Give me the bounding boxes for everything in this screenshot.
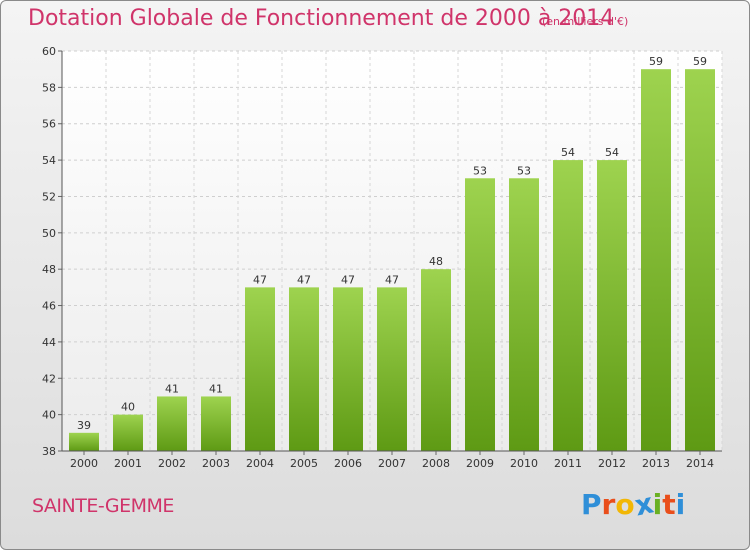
x-tick-label-2004: 2004 — [246, 457, 274, 470]
x-tick-label-2002: 2002 — [158, 457, 186, 470]
y-tick-label: 46 — [42, 300, 56, 313]
x-tick-label-2014: 2014 — [686, 457, 714, 470]
data-label-2005: 47 — [297, 273, 311, 286]
x-tick-label-2009: 2009 — [466, 457, 494, 470]
x-tick-label-2001: 2001 — [114, 457, 142, 470]
bar-2013[interactable] — [641, 69, 671, 451]
logo-letter: r — [601, 488, 616, 521]
logo-letter: t — [662, 488, 676, 521]
data-label-2006: 47 — [341, 273, 355, 286]
y-tick-label: 50 — [42, 227, 56, 240]
logo-letter: P — [581, 488, 602, 521]
y-tick-label: 44 — [42, 336, 56, 349]
logo-letter: i — [675, 488, 686, 521]
chart-subtitle: (en milliers d'€) — [542, 15, 629, 28]
bar-2014[interactable] — [685, 69, 715, 451]
chart-title: Dotation Globale de Fonctionnement de 20… — [28, 6, 615, 31]
x-tick-label-2010: 2010 — [510, 457, 538, 470]
data-label-2004: 47 — [253, 273, 267, 286]
logo-letter: o — [615, 488, 635, 521]
x-tick-label-2003: 2003 — [202, 457, 230, 470]
data-label-2000: 39 — [77, 419, 91, 432]
data-label-2013: 59 — [649, 55, 663, 68]
x-tick-label-2005: 2005 — [290, 457, 318, 470]
x-tick-label-2006: 2006 — [334, 457, 362, 470]
data-label-2007: 47 — [385, 273, 399, 286]
y-tick-label: 54 — [42, 154, 56, 167]
data-label-2003: 41 — [209, 382, 223, 395]
bar-2001[interactable] — [113, 414, 143, 451]
y-tick-label: 60 — [42, 45, 56, 58]
data-label-2011: 54 — [561, 146, 575, 159]
bar-2003[interactable] — [201, 396, 231, 451]
bar-2005[interactable] — [289, 287, 319, 451]
data-label-2001: 40 — [121, 401, 135, 414]
data-label-2014: 59 — [693, 55, 707, 68]
y-tick-label: 52 — [42, 190, 56, 203]
y-tick-label: 38 — [42, 445, 56, 458]
bar-2010[interactable] — [509, 178, 539, 452]
value-labels: 39 40 41 41 47 47 47 47 48 53 53 54 54 59 59 — [77, 55, 707, 432]
x-tick-label-2007: 2007 — [378, 457, 406, 470]
commune-name: SAINTE-GEMME — [32, 495, 174, 517]
data-label-2009: 53 — [473, 164, 487, 177]
x-tick-label-2013: 2013 — [642, 457, 670, 470]
y-tick-label: 48 — [42, 263, 56, 276]
data-label-2002: 41 — [165, 382, 179, 395]
y-tick-label: 56 — [42, 118, 56, 131]
x-axis: 2000 2001 2002 2003 2004 2005 2006 2007 2008 2009… — [62, 450, 722, 470]
bars — [69, 69, 715, 452]
y-axis: 38 40 42 44 46 48 50 52 54 56 58 60 — [42, 45, 63, 458]
data-label-2008: 48 — [429, 255, 443, 268]
logo-letter: i — [652, 488, 663, 521]
x-tick-label-2011: 2011 — [554, 457, 582, 470]
bar-2008[interactable] — [421, 269, 451, 451]
x-tick-label-2000: 2000 — [70, 457, 98, 470]
bar-2000[interactable] — [69, 432, 99, 451]
bar-2006[interactable] — [333, 287, 363, 451]
bar-2004[interactable] — [245, 287, 275, 451]
proxiti-logo[interactable]: Proxiti — [581, 486, 686, 522]
x-tick-label-2012: 2012 — [598, 457, 626, 470]
bar-2012[interactable] — [597, 160, 627, 451]
bar-2002[interactable] — [157, 396, 187, 451]
data-label-2010: 53 — [517, 164, 531, 177]
y-tick-label: 58 — [42, 81, 56, 94]
y-tick-label: 40 — [42, 409, 56, 422]
bar-2011[interactable] — [553, 160, 583, 451]
y-tick-label: 42 — [42, 372, 56, 385]
x-tick-label-2008: 2008 — [422, 457, 450, 470]
bar-2009[interactable] — [465, 178, 495, 452]
data-label-2012: 54 — [605, 146, 619, 159]
bar-2007[interactable] — [377, 287, 407, 451]
